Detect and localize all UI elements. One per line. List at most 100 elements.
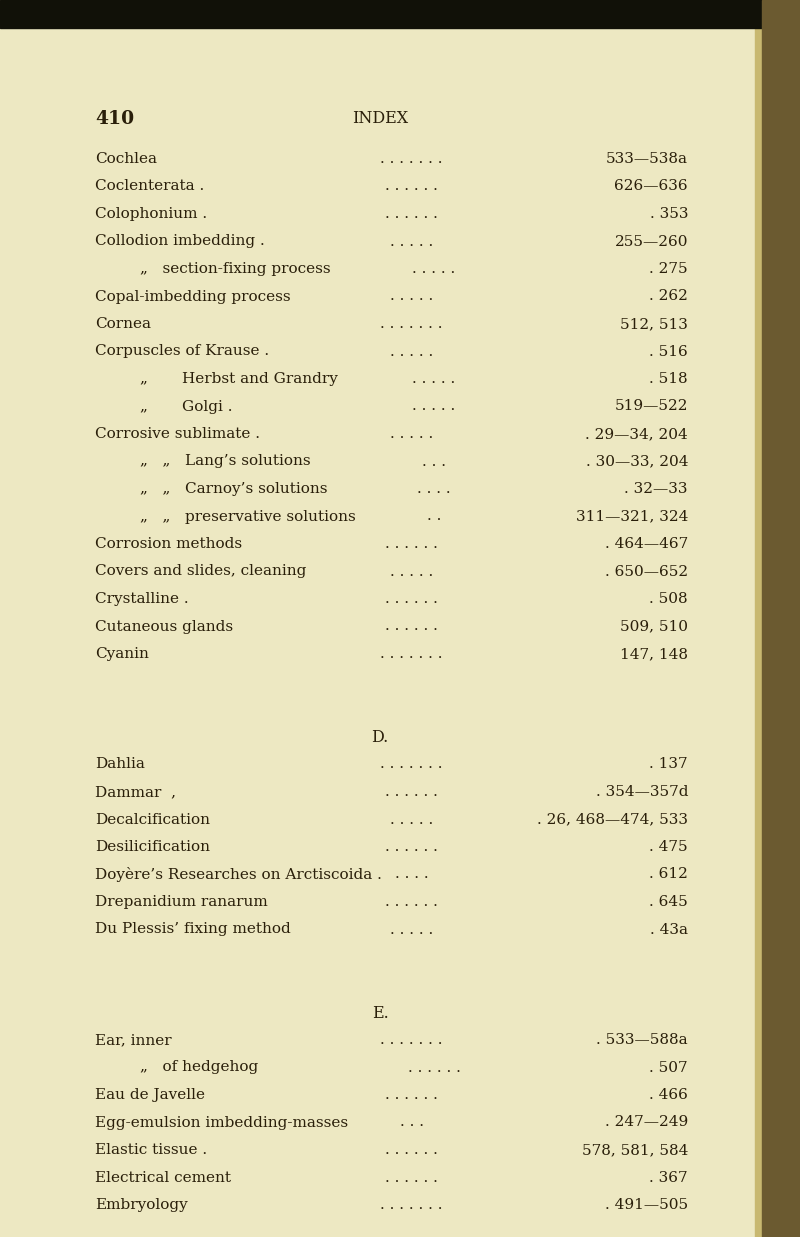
Text: . . . . . .: . . . . . .: [385, 1143, 438, 1157]
Text: . . . . . .: . . . . . .: [385, 593, 438, 606]
Text: . . . . .: . . . . .: [390, 813, 433, 826]
Text: 533—538a: 533—538a: [606, 152, 688, 166]
Text: Coclenterata .: Coclenterata .: [95, 179, 204, 193]
Text: Doyère’s Researches on Arctiscoida .: Doyère’s Researches on Arctiscoida .: [95, 867, 382, 882]
Text: Eau de Javelle: Eau de Javelle: [95, 1089, 205, 1102]
Text: „   section-fixing process: „ section-fixing process: [140, 262, 330, 276]
Text: 519—522: 519—522: [614, 400, 688, 413]
Text: . 30—33, 204: . 30—33, 204: [586, 454, 688, 469]
Text: . . . . . . .: . . . . . . .: [380, 152, 442, 166]
Text: . 247—249: . 247—249: [605, 1116, 688, 1129]
Text: . . . . . .: . . . . . .: [385, 179, 438, 193]
Text: . . . . .: . . . . .: [390, 923, 433, 936]
Text: Collodion imbedding .: Collodion imbedding .: [95, 235, 265, 249]
Text: . 491—505: . 491—505: [605, 1197, 688, 1212]
Text: . 464—467: . 464—467: [605, 537, 688, 550]
Text: „   „   Lang’s solutions: „ „ Lang’s solutions: [140, 454, 310, 469]
Text: „   „   preservative solutions: „ „ preservative solutions: [140, 510, 356, 523]
Text: Electrical cement: Electrical cement: [95, 1170, 231, 1185]
Text: . . . . . .: . . . . . .: [385, 785, 438, 799]
Bar: [762, 0, 800, 1237]
Text: . . . . . .: . . . . . .: [385, 207, 438, 221]
Text: Egg-emulsion imbedding-masses: Egg-emulsion imbedding-masses: [95, 1116, 348, 1129]
Text: Dahlia: Dahlia: [95, 757, 145, 772]
Text: . . . . . . .: . . . . . . .: [380, 1033, 442, 1047]
Text: . . . . .: . . . . .: [390, 344, 433, 359]
Text: Crystalline .: Crystalline .: [95, 593, 189, 606]
Text: . 43a: . 43a: [650, 923, 688, 936]
Text: „   of hedgehog: „ of hedgehog: [140, 1060, 258, 1075]
Text: . 26, 468—474, 533: . 26, 468—474, 533: [537, 813, 688, 826]
Text: . 275: . 275: [650, 262, 688, 276]
Text: Cornea: Cornea: [95, 317, 151, 332]
Text: . . . . .: . . . . .: [390, 564, 433, 579]
Text: Dammar  ,: Dammar ,: [95, 785, 176, 799]
Text: . . . . . .: . . . . . .: [385, 1170, 438, 1185]
Bar: [0, 0, 800, 28]
Text: . . . . . . .: . . . . . . .: [380, 647, 442, 661]
Text: . 466: . 466: [649, 1089, 688, 1102]
Text: Covers and slides, cleaning: Covers and slides, cleaning: [95, 564, 306, 579]
Text: . 354—357d: . 354—357d: [595, 785, 688, 799]
Text: . 32—33: . 32—33: [625, 482, 688, 496]
Text: . . . . . . .: . . . . . . .: [380, 757, 442, 772]
Text: INDEX: INDEX: [352, 110, 408, 127]
Text: . . .: . . .: [399, 1116, 423, 1129]
Text: . . . . .: . . . . .: [412, 262, 456, 276]
Text: 311—321, 324: 311—321, 324: [576, 510, 688, 523]
Text: Desilicification: Desilicification: [95, 840, 210, 854]
Text: 410: 410: [95, 110, 134, 127]
Text: Corpuscles of Krause .: Corpuscles of Krause .: [95, 344, 269, 359]
Text: . . . . .: . . . . .: [390, 289, 433, 303]
Text: Elastic tissue .: Elastic tissue .: [95, 1143, 207, 1157]
Text: D.: D.: [371, 730, 389, 746]
Text: 512, 513: 512, 513: [620, 317, 688, 332]
Text: 509, 510: 509, 510: [620, 620, 688, 633]
Text: . . . . . . .: . . . . . . .: [380, 317, 442, 332]
Text: . . . .: . . . .: [417, 482, 451, 496]
Text: . . . . . .: . . . . . .: [385, 896, 438, 909]
Text: . 650—652: . 650—652: [605, 564, 688, 579]
Text: „       Golgi .: „ Golgi .: [140, 400, 233, 413]
Text: Corrosive sublimate .: Corrosive sublimate .: [95, 427, 260, 442]
Text: . . . . . . .: . . . . . . .: [380, 1197, 442, 1212]
Text: . 516: . 516: [650, 344, 688, 359]
Text: Cutaneous glands: Cutaneous glands: [95, 620, 233, 633]
Text: . 645: . 645: [650, 896, 688, 909]
Text: . . .: . . .: [422, 454, 446, 469]
Text: . . . . . .: . . . . . .: [385, 1089, 438, 1102]
Text: . .: . .: [427, 510, 441, 523]
Text: . . . . . .: . . . . . .: [385, 620, 438, 633]
Text: . . . . . .: . . . . . .: [407, 1060, 461, 1075]
Bar: [755, 28, 767, 1237]
Text: . . . . .: . . . . .: [412, 400, 456, 413]
Text: E.: E.: [372, 1004, 388, 1022]
Text: . . . . .: . . . . .: [390, 235, 433, 249]
Text: . . . . . .: . . . . . .: [385, 840, 438, 854]
Text: Drepanidium ranarum: Drepanidium ranarum: [95, 896, 268, 909]
Text: . 508: . 508: [650, 593, 688, 606]
Text: „       Herbst and Grandry: „ Herbst and Grandry: [140, 372, 338, 386]
Text: „   „   Carnoy’s solutions: „ „ Carnoy’s solutions: [140, 482, 327, 496]
Text: . . . . .: . . . . .: [390, 427, 433, 442]
Text: Decalcification: Decalcification: [95, 813, 210, 826]
Text: . 367: . 367: [650, 1170, 688, 1185]
Text: Corrosion methods: Corrosion methods: [95, 537, 242, 550]
Text: Cochlea: Cochlea: [95, 152, 157, 166]
Text: Cyanin: Cyanin: [95, 647, 149, 661]
Text: . 518: . 518: [650, 372, 688, 386]
Text: . 475: . 475: [650, 840, 688, 854]
Text: . 137: . 137: [650, 757, 688, 772]
Text: . 612: . 612: [649, 867, 688, 882]
Text: Du Plessis’ fixing method: Du Plessis’ fixing method: [95, 923, 290, 936]
Text: . 507: . 507: [650, 1060, 688, 1075]
Text: . 353: . 353: [650, 207, 688, 221]
Text: Ear, inner: Ear, inner: [95, 1033, 172, 1047]
Text: . . . .: . . . .: [394, 867, 428, 882]
Text: Embryology: Embryology: [95, 1197, 188, 1212]
Text: . 262: . 262: [649, 289, 688, 303]
Text: . 29—34, 204: . 29—34, 204: [586, 427, 688, 442]
Text: . 533—588a: . 533—588a: [596, 1033, 688, 1047]
Text: Colophonium .: Colophonium .: [95, 207, 207, 221]
Text: 255—260: 255—260: [614, 235, 688, 249]
